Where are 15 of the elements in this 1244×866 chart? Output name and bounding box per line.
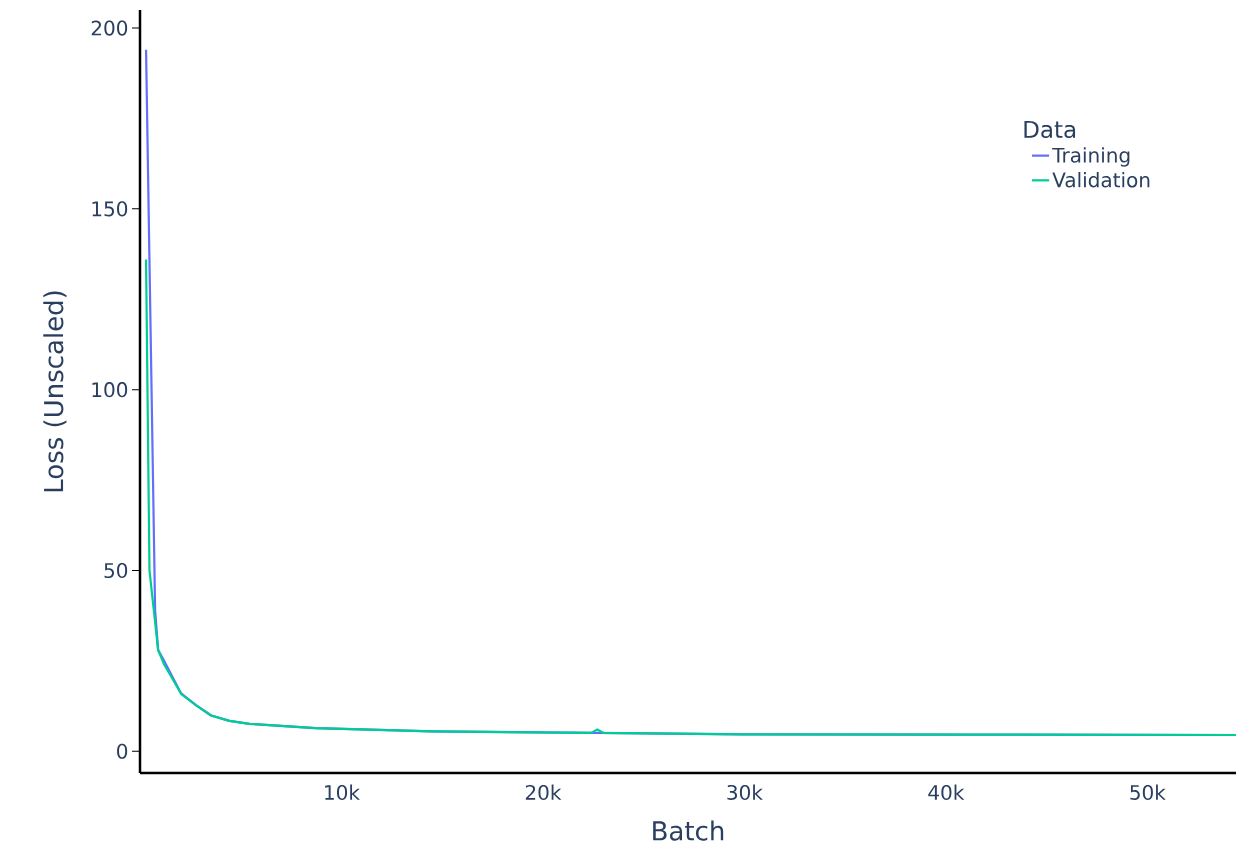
x-tick-label: 20k [525,784,562,800]
x-tick-label: 30k [727,784,763,800]
y-tick-label: 200 [91,20,128,36]
x-tick-label: 10k [325,784,360,800]
x-axis-title: Batch [653,820,724,841]
y-tick-label: 0 [117,743,128,759]
x-tick-label: 50k [1130,784,1166,800]
y-tick-label: 50 [104,562,128,579]
y-tick-label: 150 [92,201,128,217]
legend-title: Data [1024,121,1076,139]
legend-label: Training [1052,147,1130,167]
y-tick-label: 100 [92,382,128,398]
x-tick-label: 40k [928,784,965,800]
y-axis-title: Loss (Unscaled) [43,291,67,492]
legend-label: Validation [1052,171,1150,188]
